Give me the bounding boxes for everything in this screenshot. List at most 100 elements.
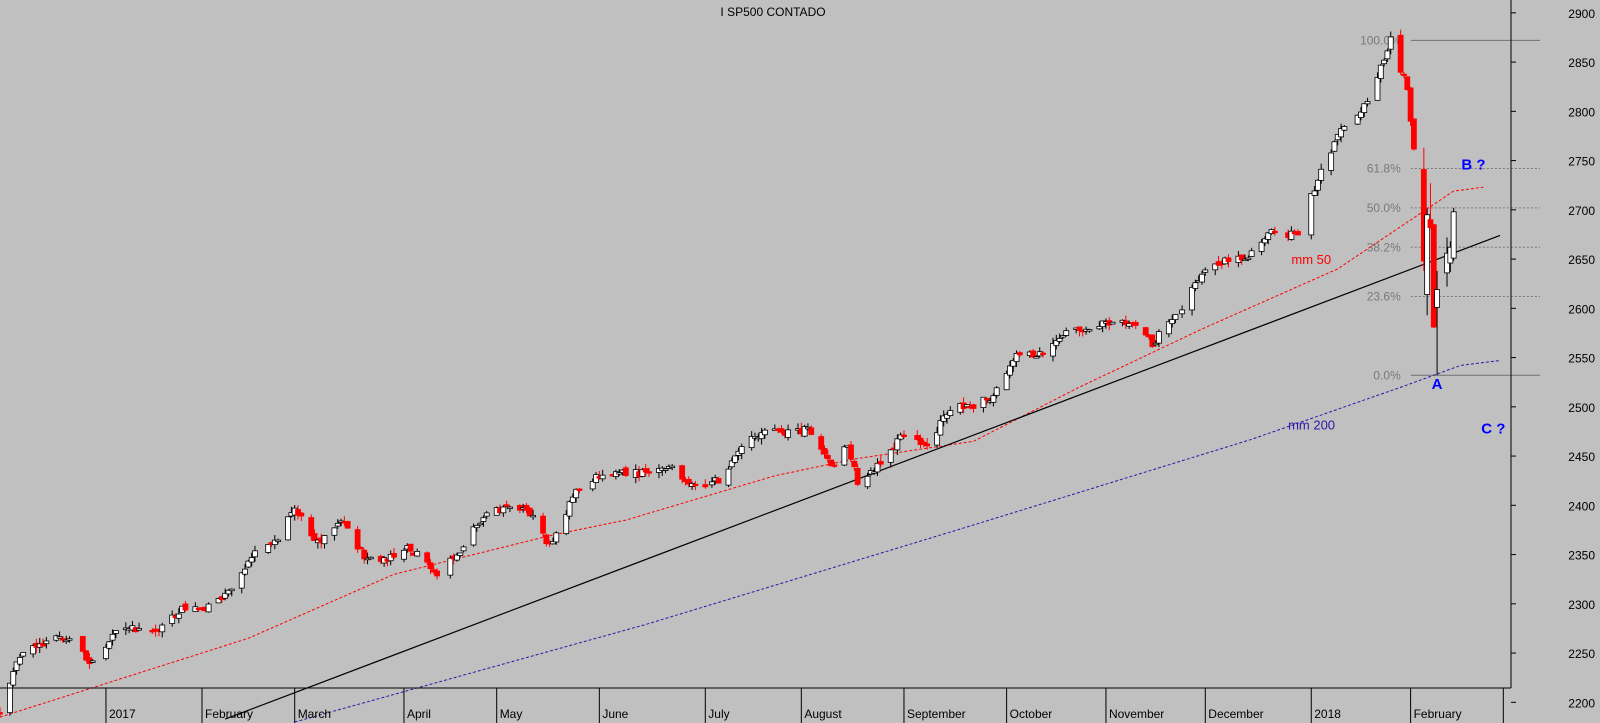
y-tick-label: 2200 bbox=[1568, 696, 1595, 710]
candle-bear bbox=[685, 478, 692, 485]
candle-bull bbox=[728, 460, 735, 468]
candle-bull bbox=[401, 549, 407, 560]
wave-label: C ? bbox=[1481, 420, 1505, 437]
x-tick-label: 2017 bbox=[109, 707, 136, 721]
candle-bear bbox=[1040, 352, 1046, 355]
candle-bull bbox=[785, 429, 791, 438]
wave-label: B ? bbox=[1461, 156, 1485, 173]
x-tick-label: September bbox=[907, 707, 966, 721]
candle-bull bbox=[1308, 193, 1315, 236]
candle-bear bbox=[983, 398, 990, 401]
candle-bull bbox=[367, 556, 374, 560]
candle-bull bbox=[454, 554, 460, 561]
candle-bull bbox=[894, 438, 901, 451]
candle-bull bbox=[473, 524, 480, 529]
candle-bull bbox=[225, 589, 232, 595]
candle-bull bbox=[43, 640, 50, 645]
moving-averages bbox=[0, 186, 1501, 723]
y-tick-label: 2500 bbox=[1568, 401, 1595, 415]
candle-bull bbox=[1265, 232, 1272, 240]
candle-bull bbox=[136, 628, 142, 631]
candle-bull bbox=[1199, 273, 1205, 283]
candle-bull bbox=[563, 514, 570, 535]
candle-bull bbox=[103, 646, 109, 660]
fib-level-label: 0.0% bbox=[1373, 368, 1401, 382]
candle-bull bbox=[1258, 241, 1265, 252]
candle-bear bbox=[924, 443, 931, 447]
candle-bull bbox=[725, 468, 732, 486]
candle-bear bbox=[646, 471, 652, 474]
x-tick-label: November bbox=[1109, 707, 1164, 721]
candle-bull bbox=[1262, 238, 1268, 244]
x-tick-label: October bbox=[1010, 707, 1053, 721]
candle-bear bbox=[1149, 334, 1156, 347]
candle-bull bbox=[934, 432, 940, 446]
candle-bull bbox=[1189, 287, 1195, 311]
candle-bear bbox=[642, 468, 649, 473]
candle-bear bbox=[434, 570, 440, 577]
candle-bull bbox=[980, 396, 987, 408]
uptrend-line bbox=[224, 234, 1501, 720]
candle-bull bbox=[1245, 257, 1252, 260]
candle-bear bbox=[543, 534, 550, 545]
candle-bull bbox=[1387, 36, 1394, 50]
candle-bull bbox=[639, 469, 646, 477]
candle-bull bbox=[864, 475, 871, 488]
candle-bear bbox=[79, 635, 86, 652]
candle-bear bbox=[354, 529, 361, 550]
fib-level-label: 38.2% bbox=[1367, 240, 1401, 254]
candle-bull bbox=[1331, 141, 1338, 152]
candle-bear bbox=[503, 504, 510, 507]
candle-bear bbox=[1407, 87, 1414, 122]
candle-bear bbox=[40, 642, 46, 647]
candle-bull bbox=[871, 471, 878, 474]
candle-bear bbox=[702, 484, 709, 488]
candle-bull bbox=[1169, 319, 1176, 325]
candle-bear bbox=[576, 488, 583, 491]
candle-bull bbox=[1341, 126, 1348, 131]
candle-bear bbox=[679, 465, 686, 480]
candle-bull bbox=[175, 613, 182, 619]
candle-bear bbox=[854, 467, 861, 485]
candle-bull bbox=[1318, 168, 1325, 181]
candle-bull bbox=[1172, 314, 1179, 321]
y-tick-label: 2300 bbox=[1568, 598, 1595, 612]
candle-bull bbox=[248, 557, 255, 563]
candle-bull bbox=[1361, 103, 1368, 113]
candle-bear bbox=[1238, 254, 1245, 261]
candle-bull bbox=[1010, 360, 1017, 367]
candle-bear bbox=[1397, 34, 1404, 73]
x-tick-label: March bbox=[298, 707, 331, 721]
candle-bear bbox=[1076, 326, 1083, 331]
candle-bull bbox=[1165, 321, 1172, 335]
candle-bull bbox=[414, 550, 421, 557]
ma50-line bbox=[0, 186, 1484, 718]
x-tick-label: June bbox=[602, 707, 628, 721]
candle-bull bbox=[1424, 214, 1431, 295]
y-tick-label: 2450 bbox=[1568, 450, 1595, 464]
candle-bear bbox=[622, 467, 629, 476]
candle-bear bbox=[0, 712, 3, 715]
candle-bear bbox=[1404, 76, 1411, 90]
candle-bull bbox=[1007, 365, 1013, 376]
candle-bull bbox=[89, 660, 96, 663]
candle-bull bbox=[1192, 282, 1199, 289]
candle-bull bbox=[1434, 289, 1440, 308]
fib-level-label: 23.6% bbox=[1367, 290, 1401, 304]
candle-bull bbox=[662, 468, 669, 471]
candle-bull bbox=[30, 645, 37, 655]
candle-bull bbox=[242, 568, 248, 575]
candle-bull bbox=[1202, 269, 1209, 273]
candle-bull bbox=[897, 434, 904, 440]
candle-bull bbox=[20, 651, 27, 657]
candle-bull bbox=[447, 557, 454, 576]
candle-bear bbox=[391, 553, 397, 558]
candle-bull bbox=[159, 624, 166, 633]
x-tick-label: February bbox=[1414, 707, 1462, 721]
candle-bull bbox=[1381, 59, 1388, 65]
y-tick-label: 2400 bbox=[1568, 499, 1595, 513]
x-tick-label: July bbox=[708, 707, 729, 721]
candle-bull bbox=[937, 420, 944, 436]
candle-bull bbox=[530, 514, 537, 518]
